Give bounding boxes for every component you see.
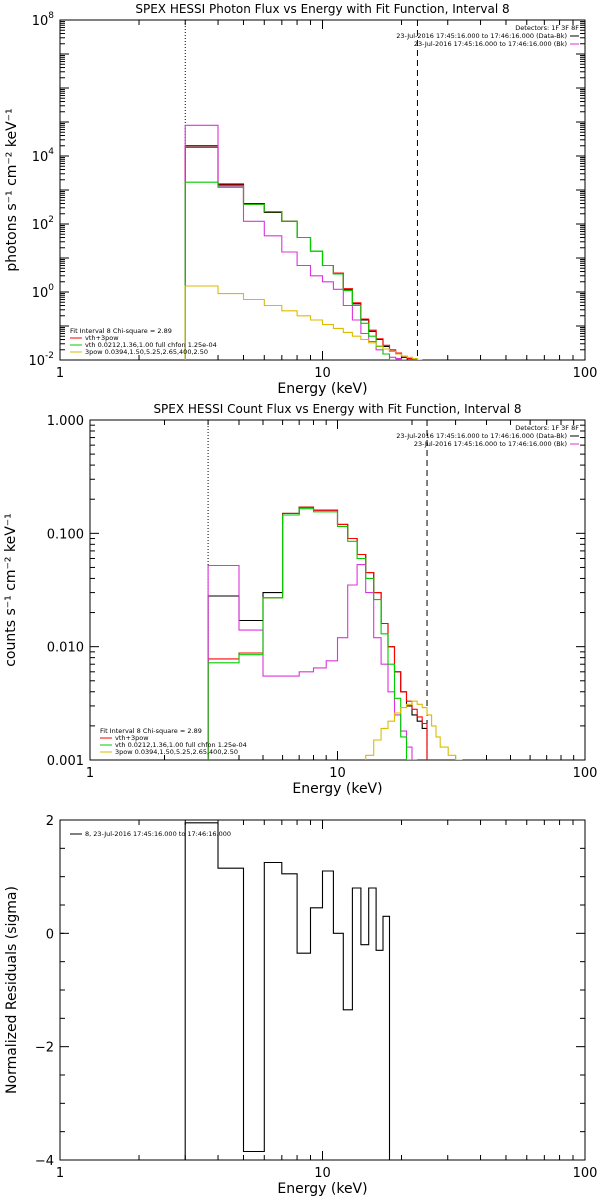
legend-entry: 23-Jul-2016 17:45:16.000 to 17:46:16.000… <box>414 40 567 48</box>
series-3pow <box>365 700 463 760</box>
legend-entry: vth 0.0212,1.36,1.00 full chfon 1.25e-04 <box>85 341 217 349</box>
legend-entry: 3pow 0.0394,1.50,5.25,2.65,400,2.50 <box>115 748 238 756</box>
y-tick-label: 2 <box>46 814 54 829</box>
x-tick-label: 10 <box>329 766 346 781</box>
x-axis-label: Energy (keV) <box>277 1181 367 1197</box>
y-axis-label: counts s⁻¹ cm⁻² keV⁻¹ <box>3 513 19 667</box>
y-tick-label: −4 <box>35 1154 54 1169</box>
series-data-bk <box>207 506 428 760</box>
series-vth <box>207 508 412 760</box>
x-axis-label: Energy (keV) <box>292 781 382 797</box>
y-tick-label: 0.001 <box>47 754 84 769</box>
legend-header: Detectors: 1F 3F 8F <box>515 24 579 32</box>
x-axis: 1 10 100 Energy (keV) <box>86 420 598 797</box>
legend-top: 8, 23-Jul-2016 17:45:16.000 to 17:46:16.… <box>70 830 231 838</box>
plot-frame <box>89 419 586 761</box>
y-axis: 10-2 100 102 104 108 photons s⁻¹ cm⁻² keV⁻¹ <box>4 11 585 369</box>
y-tick-label: 108 <box>32 11 55 29</box>
series-vth-3pow <box>184 146 413 360</box>
series-vth-3pow <box>207 506 428 760</box>
chart-panel-2: SPEX HESSI Count Flux vs Energy with Fit… <box>3 402 597 797</box>
legend-bottom: Fit Interval 8 Chi-square = 2.89vth+3pow… <box>70 327 217 356</box>
series-3pow <box>184 285 423 360</box>
x-tick-label: 1 <box>56 1166 64 1181</box>
x-tick-label: 100 <box>573 1166 598 1181</box>
y-axis-label: Normalized Residuals (sigma) <box>4 886 20 1094</box>
series-residuals <box>184 822 391 1160</box>
x-axis: 1 10 100 Energy (keV) <box>56 820 598 1197</box>
y-tick-label: −2 <box>35 1041 54 1056</box>
chart-title: SPEX HESSI Count Flux vs Energy with Fit… <box>153 402 521 416</box>
legend-entry: 23-Jul-2016 17:45:16.000 to 17:46:16.000… <box>396 32 567 40</box>
x-tick-label: 10 <box>314 366 331 381</box>
chart-panel-1: SPEX HESSI Photon Flux vs Energy with Fi… <box>4 2 597 397</box>
plot-frame <box>59 19 586 361</box>
legend-entry: vth+3pow <box>115 734 149 742</box>
chart-title: SPEX HESSI Photon Flux vs Energy with Fi… <box>135 2 509 16</box>
y-tick-label: 0.010 <box>47 641 84 656</box>
legend-entry: vth 0.0212,1.36,1.00 full chfon 1.25e-04 <box>115 741 247 749</box>
series-group <box>184 822 391 1160</box>
y-tick-label: 1.000 <box>47 414 84 429</box>
legend-entry: 23-Jul-2016 17:45:16.000 to 17:46:16.000… <box>396 432 567 440</box>
y-tick-label: 104 <box>32 147 55 165</box>
series-group <box>207 506 463 760</box>
x-axis: 1 10 100 Energy (keV) <box>56 20 598 397</box>
y-axis: 0.001 0.010 0.100 1.000 counts s⁻¹ cm⁻² keV⁻… <box>3 414 585 769</box>
series-bk <box>184 124 408 360</box>
legend-entry: 3pow 0.0394,1.50,5.25,2.65,400,2.50 <box>85 348 208 356</box>
legend-entry: vth+3pow <box>85 334 119 342</box>
legend-bottom: Fit Interval 8 Chi-square = 2.89vth+3pow… <box>100 727 247 756</box>
series-group <box>184 124 423 360</box>
y-tick-label: 0.100 <box>47 527 84 542</box>
legend-entry: 23-Jul-2016 17:45:16.000 to 17:46:16.000… <box>414 440 567 448</box>
chart-panel-3: 1 10 100 Energy (keV) −4 −2 0 2 Normalized Resid… <box>4 814 597 1197</box>
y-tick-label: 100 <box>32 283 55 301</box>
y-tick-label: 0 <box>46 927 54 942</box>
series-data-bk <box>184 145 413 360</box>
legend-header: Detectors: 1F 3F 8F <box>515 424 579 432</box>
y-tick-label: 10-2 <box>28 351 54 369</box>
x-axis-label: Energy (keV) <box>277 381 367 397</box>
x-tick-label: 100 <box>573 766 598 781</box>
legend-header: Fit Interval 8 Chi-square = 2.89 <box>100 727 202 735</box>
y-tick-label: 102 <box>32 215 54 233</box>
y-axis: −4 −2 0 2 Normalized Residuals (sigma) <box>4 814 585 1169</box>
legend-entry: 8, 23-Jul-2016 17:45:16.000 to 17:46:16.… <box>85 830 231 838</box>
x-tick-label: 1 <box>56 366 64 381</box>
legend-header: Fit Interval 8 Chi-square = 2.89 <box>70 327 172 335</box>
x-tick-label: 100 <box>573 366 598 381</box>
x-tick-label: 10 <box>314 1166 331 1181</box>
y-axis-label: photons s⁻¹ cm⁻² keV⁻¹ <box>4 108 20 271</box>
x-tick-label: 1 <box>86 766 94 781</box>
